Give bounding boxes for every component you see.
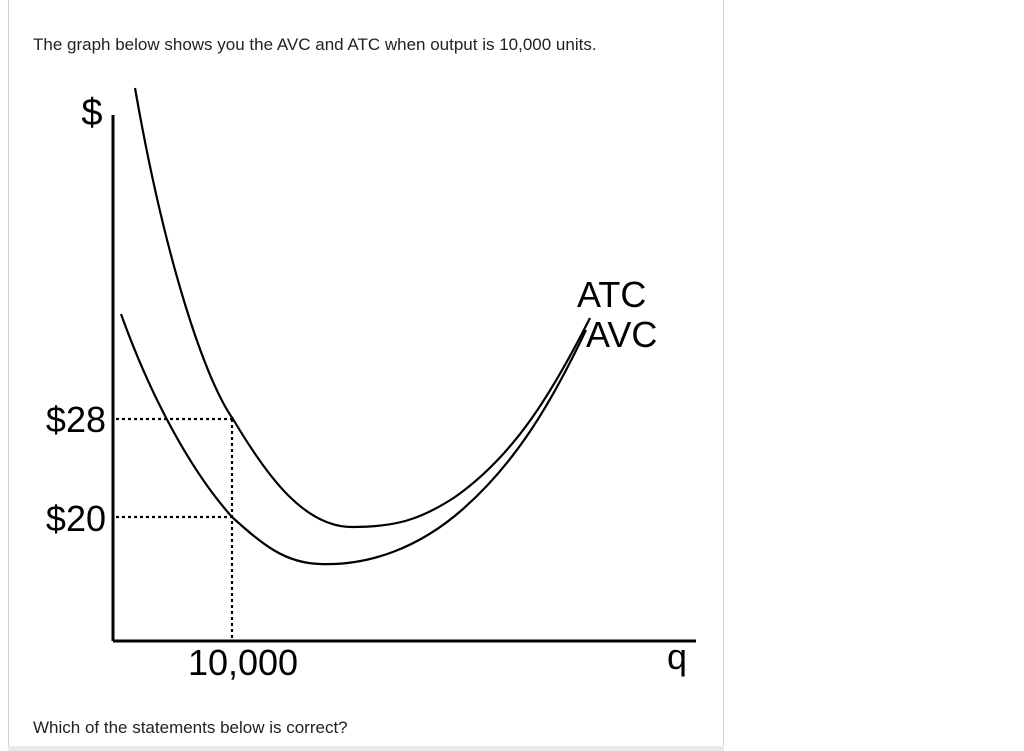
avc-label: AVC: [586, 314, 657, 355]
question-card: [8, 0, 724, 751]
x-axis-label: q: [667, 636, 687, 677]
y-tick-label-28: $28: [46, 399, 106, 440]
avc-curve: [119, 313, 587, 566]
atc-curve: [133, 87, 591, 529]
question-prompt: Which of the statements below is correct…: [33, 718, 348, 737]
card-bottom-edge: [8, 746, 724, 751]
y-axis-label: $: [81, 92, 102, 134]
y-tick-label-20: $20: [46, 498, 106, 539]
x-tick-label-10000: 10,000: [188, 642, 298, 683]
atc-label: ATC: [577, 274, 646, 315]
question-text: The graph below shows you the AVC and AT…: [33, 35, 597, 54]
